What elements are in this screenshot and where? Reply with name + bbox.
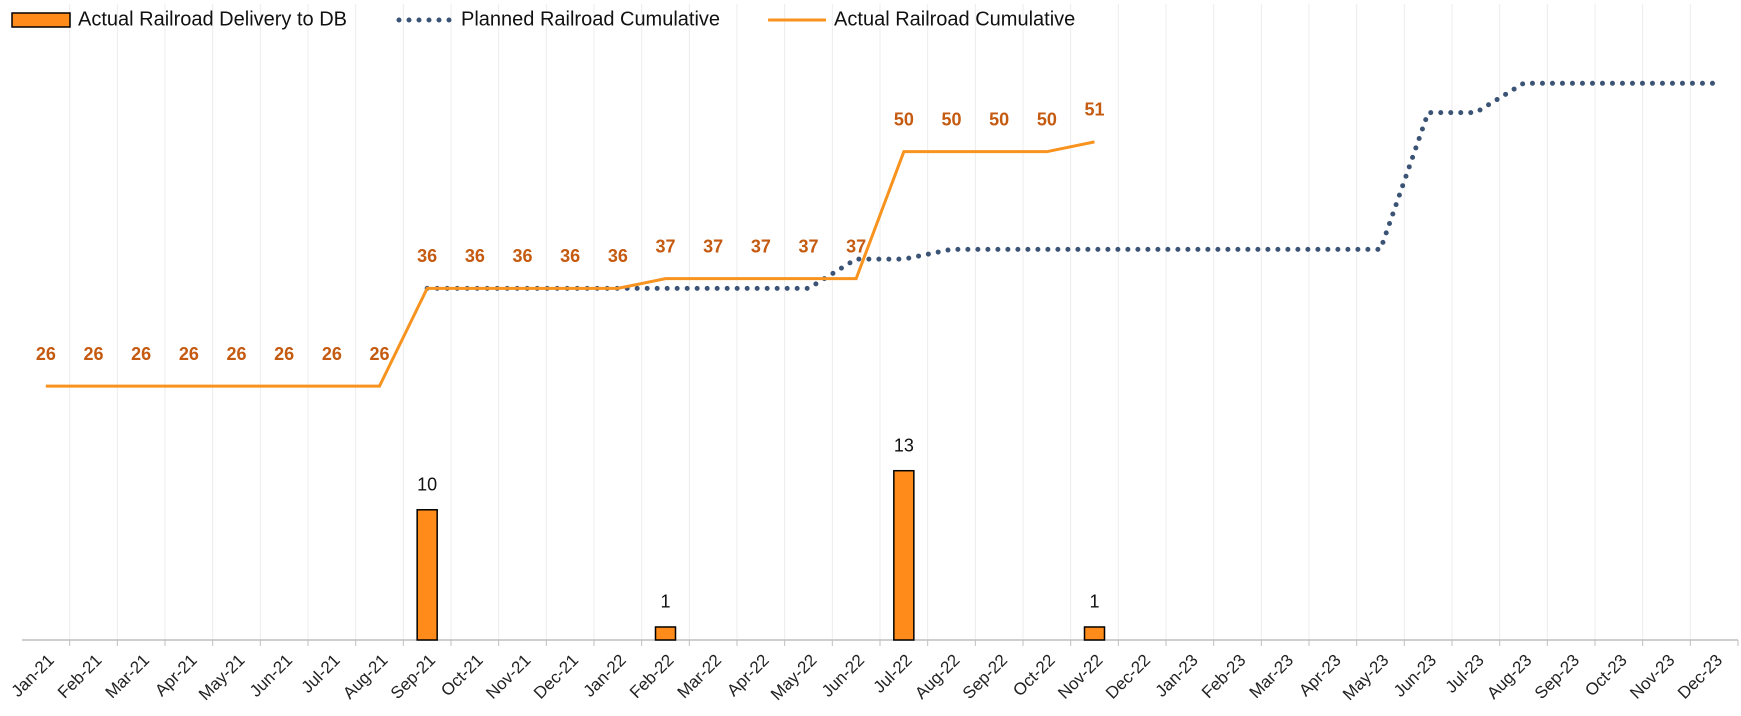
x-tick-label: Dec-22: [1102, 651, 1154, 703]
data-label: 26: [83, 344, 103, 364]
data-label: 26: [131, 344, 151, 364]
data-label: 26: [274, 344, 294, 364]
x-tick-label: Mar-21: [102, 651, 154, 703]
data-label: 13: [894, 435, 914, 455]
data-label: 50: [1037, 109, 1057, 129]
x-tick-label: Dec-23: [1674, 651, 1726, 703]
x-tick-label: Aug-22: [911, 651, 963, 703]
data-label: 26: [179, 344, 199, 364]
x-tick-label: Jan-23: [1152, 651, 1202, 701]
x-tick-label: Aug-23: [1483, 651, 1535, 703]
legend-label: Planned Railroad Cumulative: [461, 8, 720, 30]
data-label: 37: [655, 236, 675, 256]
data-label: 1: [1089, 592, 1099, 612]
x-tick-label: Oct-23: [1581, 651, 1631, 701]
x-tick-label: Jun-22: [818, 651, 868, 701]
x-tick-label: Jul-22: [870, 651, 916, 697]
x-tick-label: May-23: [1339, 651, 1393, 705]
data-label: 37: [798, 236, 818, 256]
x-tick-label: Apr-23: [1295, 651, 1345, 701]
data-label: 36: [608, 246, 628, 266]
data-label: 26: [36, 344, 56, 364]
x-tick-label: Jun-21: [246, 651, 296, 701]
x-tick-label: Jul-21: [298, 651, 344, 697]
legend-label: Actual Railroad Cumulative: [834, 8, 1075, 30]
x-tick-label: Feb-23: [1198, 651, 1250, 703]
x-tick-label: Nov-21: [482, 651, 534, 703]
data-label: 50: [894, 109, 914, 129]
bar: [893, 469, 915, 641]
x-tick-label: Sep-22: [959, 651, 1011, 703]
data-label: 36: [417, 246, 437, 266]
data-label: 50: [989, 109, 1009, 129]
x-tick-label: Sep-21: [387, 651, 439, 703]
x-tick-label: Apr-21: [151, 651, 201, 701]
data-label: 37: [846, 236, 866, 256]
legend-label: Actual Railroad Delivery to DB: [78, 8, 347, 30]
data-label: 36: [560, 246, 580, 266]
bar: [1083, 626, 1106, 641]
x-tick-label: Oct-22: [1009, 651, 1059, 701]
x-tick-label: Feb-21: [54, 651, 106, 703]
x-tick-label: Jun-23: [1390, 651, 1440, 701]
x-tick-label: May-22: [767, 651, 821, 705]
x-tick-label: Apr-22: [723, 651, 773, 701]
bar: [416, 509, 438, 641]
data-label: 36: [512, 246, 532, 266]
data-label: 26: [369, 344, 389, 364]
data-label: 50: [941, 109, 961, 129]
bar: [654, 626, 677, 641]
x-tick-label: May-21: [195, 651, 249, 705]
x-tick-label: Oct-21: [437, 651, 487, 701]
data-label: 51: [1084, 100, 1104, 120]
data-label: 26: [226, 344, 246, 364]
data-label: 36: [465, 246, 485, 266]
x-tick-label: Jan-21: [8, 651, 58, 701]
x-tick-label: Mar-23: [1246, 651, 1298, 703]
data-label: 1: [660, 592, 670, 612]
x-tick-label: Jan-22: [580, 651, 630, 701]
x-tick-label: Sep-23: [1531, 651, 1583, 703]
x-tick-label: Jul-23: [1442, 651, 1488, 697]
x-tick-label: Aug-21: [339, 651, 391, 703]
line: [45, 140, 1095, 388]
x-tick-label: Nov-22: [1054, 651, 1106, 703]
data-label: 37: [703, 236, 723, 256]
data-label: 26: [322, 344, 342, 364]
legend-swatch: [11, 12, 71, 28]
data-label: 10: [417, 475, 437, 495]
x-tick-label: Dec-21: [530, 651, 582, 703]
x-tick-label: Feb-22: [626, 651, 678, 703]
x-tick-label: Nov-23: [1626, 651, 1678, 703]
data-label: 37: [751, 236, 771, 256]
x-tick-label: Mar-22: [674, 651, 726, 703]
